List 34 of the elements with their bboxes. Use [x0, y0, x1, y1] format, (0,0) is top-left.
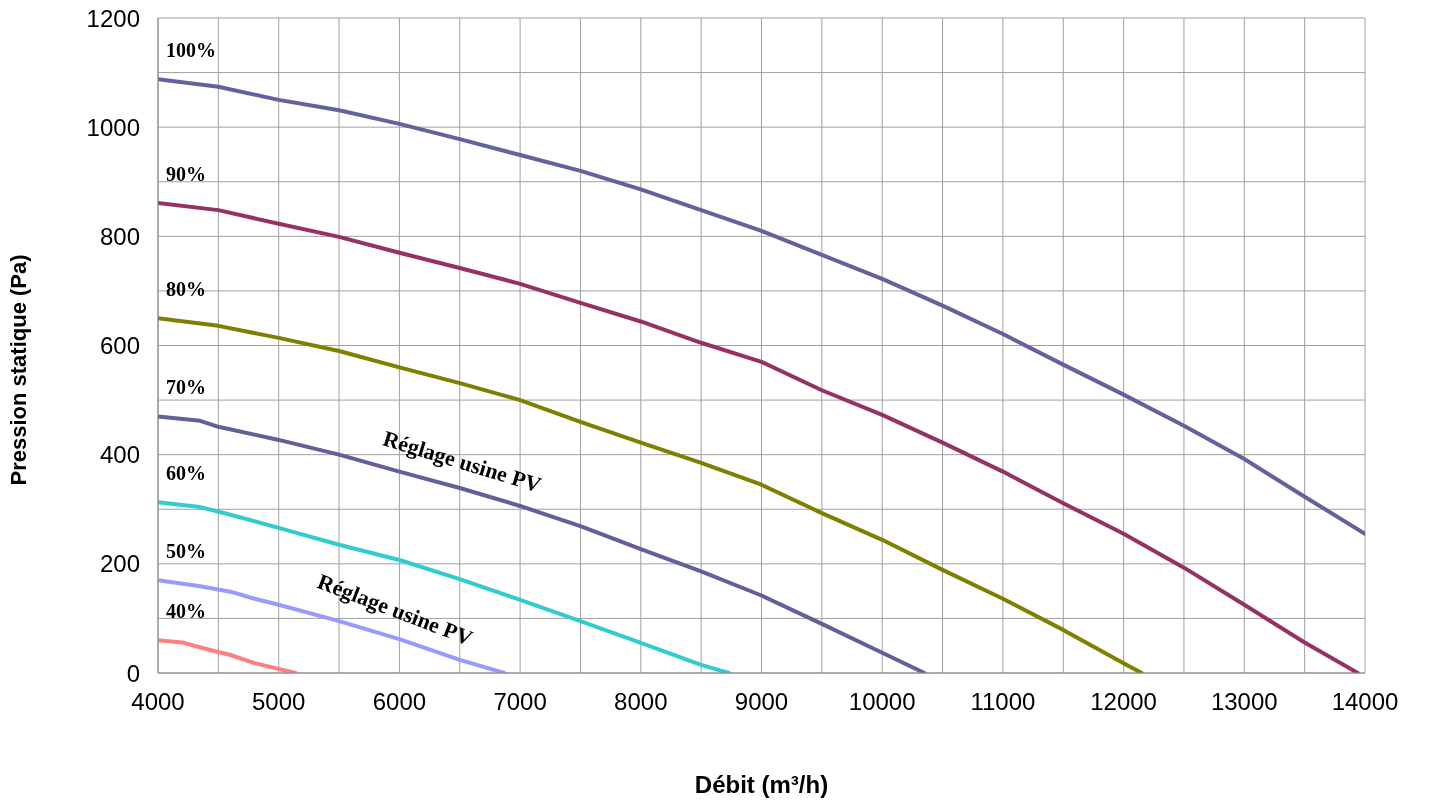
line-series [158, 500, 731, 673]
x-tick-label: 13000 [1210, 688, 1278, 716]
series-label: 50% [166, 540, 206, 563]
series-label: 80% [166, 278, 206, 301]
series-label: 90% [166, 163, 206, 186]
y-tick-label: 400 [99, 441, 140, 469]
x-tick-label: 7000 [493, 688, 547, 716]
y-tick-label: 1200 [86, 4, 140, 32]
line-series [158, 77, 1365, 536]
series-label: 60% [166, 462, 206, 485]
y-tick-label: 600 [99, 332, 140, 360]
line-series [158, 638, 298, 673]
series-label: 40% [166, 600, 206, 623]
y-tick-label: 200 [99, 550, 140, 578]
series-label: 70% [166, 376, 206, 399]
x-tick-label: 8000 [614, 688, 668, 716]
line-series [158, 414, 927, 673]
y-tick-label: 800 [99, 222, 140, 250]
x-axis-title: Débit (m³/h) [694, 771, 829, 798]
x-tick-label: 11000 [970, 688, 1036, 716]
line-series [158, 316, 1144, 673]
x-tick-label: 14000 [1331, 688, 1399, 716]
annotation: Réglage usine PV [379, 425, 545, 499]
x-tick-label: 9000 [734, 688, 789, 716]
y-axis-title: Pression statique (Pa) [5, 254, 31, 486]
x-tick-label: 12000 [1090, 688, 1157, 716]
x-tick-label: 10000 [848, 688, 916, 716]
y-tick-label: 1000 [86, 113, 140, 141]
line-series [158, 201, 1360, 673]
x-tick-label: 4000 [131, 688, 185, 716]
series-label: 100% [166, 39, 216, 62]
y-tick-label: 0 [126, 659, 140, 687]
x-tick-label: 5000 [252, 688, 306, 716]
x-tick-label: 6000 [372, 688, 427, 716]
